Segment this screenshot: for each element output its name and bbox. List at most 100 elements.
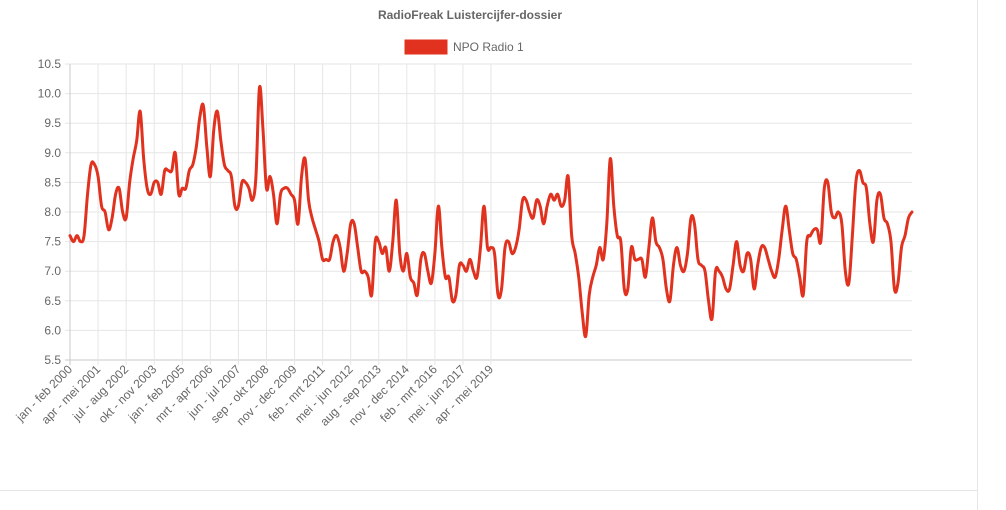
- data-point[interactable]: [89, 163, 93, 167]
- data-point[interactable]: [626, 287, 630, 291]
- data-point[interactable]: [454, 293, 458, 297]
- data-point[interactable]: [335, 234, 339, 238]
- data-point[interactable]: [68, 234, 72, 238]
- data-point[interactable]: [289, 192, 293, 196]
- data-point[interactable]: [763, 246, 767, 250]
- data-point[interactable]: [794, 257, 798, 261]
- data-point[interactable]: [584, 334, 588, 338]
- data-point[interactable]: [300, 174, 304, 178]
- data-point[interactable]: [647, 246, 651, 250]
- data-point[interactable]: [787, 228, 791, 232]
- data-point[interactable]: [419, 257, 423, 261]
- data-point[interactable]: [493, 251, 497, 255]
- data-point[interactable]: [380, 251, 384, 255]
- data-point[interactable]: [780, 228, 784, 232]
- data-point[interactable]: [131, 157, 135, 161]
- data-point[interactable]: [422, 251, 426, 255]
- data-point[interactable]: [685, 251, 689, 255]
- data-point[interactable]: [531, 216, 535, 220]
- data-point[interactable]: [72, 240, 76, 244]
- data-point[interactable]: [612, 204, 616, 208]
- data-point[interactable]: [222, 163, 226, 167]
- data-point[interactable]: [503, 246, 507, 250]
- data-point[interactable]: [429, 281, 433, 285]
- data-point[interactable]: [871, 240, 875, 244]
- data-point[interactable]: [433, 251, 437, 255]
- data-point[interactable]: [114, 192, 118, 196]
- data-point[interactable]: [356, 246, 360, 250]
- data-point[interactable]: [777, 257, 781, 261]
- data-point[interactable]: [257, 86, 261, 90]
- data-point[interactable]: [124, 216, 128, 220]
- data-point[interactable]: [233, 204, 237, 208]
- data-point[interactable]: [643, 275, 647, 279]
- data-point[interactable]: [180, 186, 184, 190]
- data-point[interactable]: [633, 257, 637, 261]
- data-point[interactable]: [854, 180, 858, 184]
- data-point[interactable]: [100, 204, 104, 208]
- data-point[interactable]: [117, 186, 121, 190]
- data-point[interactable]: [840, 222, 844, 226]
- data-point[interactable]: [601, 257, 605, 261]
- data-point[interactable]: [514, 246, 518, 250]
- data-point[interactable]: [226, 169, 230, 173]
- data-point[interactable]: [675, 246, 679, 250]
- data-point[interactable]: [426, 269, 430, 273]
- data-point[interactable]: [808, 234, 812, 238]
- data-point[interactable]: [903, 234, 907, 238]
- data-point[interactable]: [401, 269, 405, 273]
- data-point[interactable]: [236, 204, 240, 208]
- data-point[interactable]: [307, 198, 311, 202]
- data-point[interactable]: [229, 174, 233, 178]
- data-point[interactable]: [366, 275, 370, 279]
- data-point[interactable]: [545, 204, 549, 208]
- data-point[interactable]: [594, 263, 598, 267]
- data-point[interactable]: [710, 317, 714, 321]
- data-point[interactable]: [552, 198, 556, 202]
- data-point[interactable]: [279, 192, 283, 196]
- data-point[interactable]: [833, 216, 837, 220]
- data-point[interactable]: [191, 163, 195, 167]
- data-point[interactable]: [556, 192, 560, 196]
- data-point[interactable]: [443, 275, 447, 279]
- data-point[interactable]: [857, 169, 861, 173]
- data-point[interactable]: [349, 222, 353, 226]
- data-point[interactable]: [700, 263, 704, 267]
- data-point[interactable]: [566, 174, 570, 178]
- data-point[interactable]: [875, 198, 879, 202]
- data-point[interactable]: [608, 157, 612, 161]
- data-point[interactable]: [457, 263, 461, 267]
- data-point[interactable]: [96, 174, 100, 178]
- data-point[interactable]: [205, 145, 209, 149]
- data-point[interactable]: [801, 293, 805, 297]
- data-point[interactable]: [293, 198, 297, 202]
- data-point[interactable]: [629, 246, 633, 250]
- data-point[interactable]: [475, 275, 479, 279]
- data-point[interactable]: [286, 186, 290, 190]
- data-point[interactable]: [538, 204, 542, 208]
- data-point[interactable]: [345, 251, 349, 255]
- data-point[interactable]: [159, 192, 163, 196]
- data-point[interactable]: [812, 228, 816, 232]
- data-point[interactable]: [412, 281, 416, 285]
- data-point[interactable]: [798, 275, 802, 279]
- data-point[interactable]: [261, 127, 265, 131]
- data-point[interactable]: [363, 269, 367, 273]
- data-point[interactable]: [707, 299, 711, 303]
- data-point[interactable]: [885, 222, 889, 226]
- data-point[interactable]: [107, 228, 111, 232]
- data-point[interactable]: [478, 246, 482, 250]
- data-point[interactable]: [896, 281, 900, 285]
- data-point[interactable]: [373, 240, 377, 244]
- data-point[interactable]: [149, 192, 153, 196]
- data-point[interactable]: [271, 192, 275, 196]
- data-point[interactable]: [215, 109, 219, 113]
- data-point[interactable]: [878, 192, 882, 196]
- data-point[interactable]: [549, 192, 553, 196]
- data-point[interactable]: [359, 269, 363, 273]
- data-point[interactable]: [170, 169, 174, 173]
- data-point[interactable]: [268, 174, 272, 178]
- data-point[interactable]: [759, 246, 763, 250]
- data-point[interactable]: [317, 240, 321, 244]
- data-point[interactable]: [128, 180, 132, 184]
